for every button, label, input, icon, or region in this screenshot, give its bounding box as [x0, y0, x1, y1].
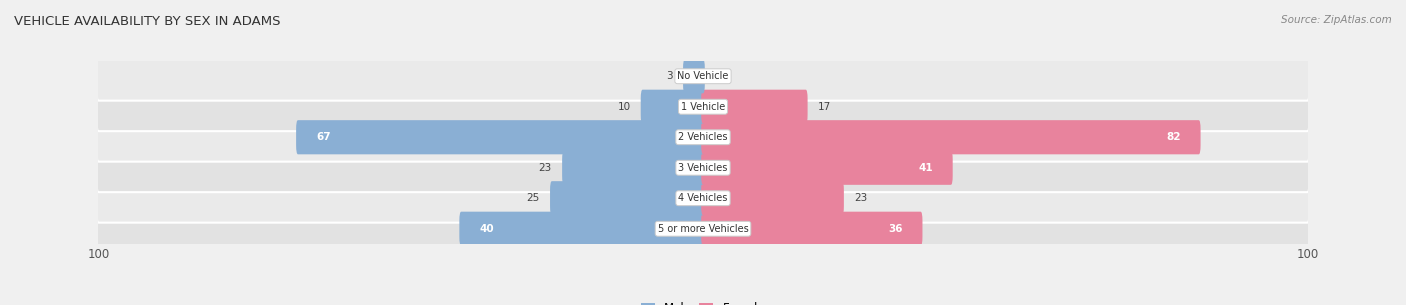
Text: No Vehicle: No Vehicle [678, 71, 728, 81]
FancyBboxPatch shape [702, 90, 807, 124]
FancyBboxPatch shape [97, 52, 1309, 101]
Text: 3: 3 [666, 71, 672, 81]
FancyBboxPatch shape [702, 212, 922, 246]
Text: 41: 41 [918, 163, 932, 173]
Text: 5 or more Vehicles: 5 or more Vehicles [658, 224, 748, 234]
Text: 40: 40 [479, 224, 494, 234]
Text: 82: 82 [1166, 132, 1181, 142]
Text: 1 Vehicle: 1 Vehicle [681, 102, 725, 112]
Text: 25: 25 [526, 193, 540, 203]
Text: 36: 36 [889, 224, 903, 234]
Text: 3 Vehicles: 3 Vehicles [678, 163, 728, 173]
FancyBboxPatch shape [97, 204, 1309, 253]
FancyBboxPatch shape [97, 82, 1309, 131]
FancyBboxPatch shape [97, 113, 1309, 162]
FancyBboxPatch shape [683, 59, 704, 93]
FancyBboxPatch shape [97, 143, 1309, 192]
FancyBboxPatch shape [641, 90, 704, 124]
Text: 2 Vehicles: 2 Vehicles [678, 132, 728, 142]
Text: VEHICLE AVAILABILITY BY SEX IN ADAMS: VEHICLE AVAILABILITY BY SEX IN ADAMS [14, 15, 281, 28]
Text: 10: 10 [617, 102, 630, 112]
Text: 23: 23 [855, 193, 868, 203]
Text: 4 Vehicles: 4 Vehicles [678, 193, 728, 203]
FancyBboxPatch shape [460, 212, 704, 246]
FancyBboxPatch shape [297, 120, 704, 154]
Text: Source: ZipAtlas.com: Source: ZipAtlas.com [1281, 15, 1392, 25]
Legend: Male, Female: Male, Female [641, 302, 765, 305]
Text: 67: 67 [316, 132, 330, 142]
FancyBboxPatch shape [97, 174, 1309, 223]
FancyBboxPatch shape [702, 181, 844, 215]
FancyBboxPatch shape [702, 151, 953, 185]
FancyBboxPatch shape [702, 120, 1201, 154]
Text: 0: 0 [716, 71, 721, 81]
Text: 23: 23 [538, 163, 551, 173]
FancyBboxPatch shape [562, 151, 704, 185]
Text: 17: 17 [818, 102, 831, 112]
FancyBboxPatch shape [550, 181, 704, 215]
